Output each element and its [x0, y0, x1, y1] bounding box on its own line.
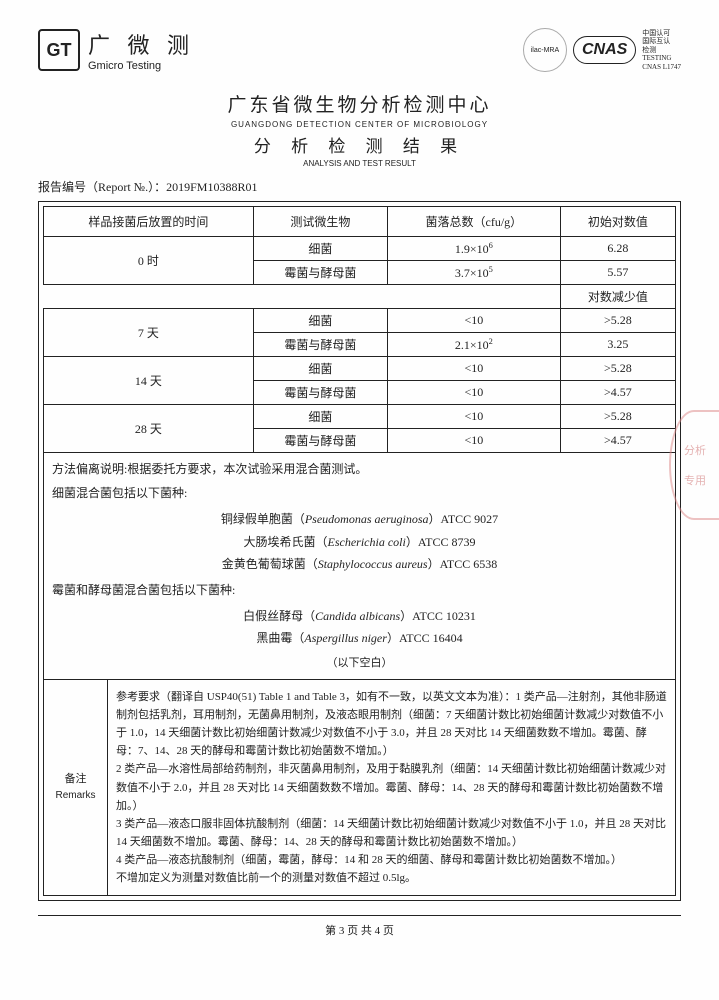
- organism-cell: 细菌: [253, 405, 387, 429]
- gt-logo: GT: [38, 29, 80, 71]
- organism-cell: 细菌: [253, 357, 387, 381]
- report-number: 报告编号（Report №.）：2019FM10388R01: [38, 178, 681, 195]
- cfu-cell: <10: [387, 405, 560, 429]
- cfu-cell: <10: [387, 429, 560, 453]
- bacteria-list: 铜绿假单胞菌（Pseudomonas aeruginosa）ATCC 9027大…: [52, 508, 667, 576]
- log-cell: >5.28: [560, 357, 675, 381]
- doc-title: 分 析 检 测 结 果: [38, 132, 681, 157]
- cnas-sub: 中国认可 国际互认 检测 TESTING CNAS L1747: [642, 29, 681, 71]
- species-item: 黑曲霉（Aspergillus niger）ATCC 16404: [52, 627, 667, 650]
- remarks-label-en: Remarks: [52, 788, 99, 805]
- organism-cell: 细菌: [253, 237, 387, 261]
- report-no-value: 2019FM10388R01: [166, 180, 257, 194]
- method-deviation: 方法偏离说明:根据委托方要求，本次试验采用混合菌测试。: [52, 459, 667, 479]
- remarks-label-cn: 备注: [52, 770, 99, 788]
- cfu-cell: 2.1×102: [387, 333, 560, 357]
- fungi-heading: 霉菌和酵母菌混合菌包括以下菌种:: [52, 580, 667, 600]
- organism-cell: 霉菌与酵母菌: [253, 261, 387, 285]
- doc-title-en: ANALYSIS AND TEST RESULT: [38, 159, 681, 168]
- reduction-header: 对数减少值: [560, 285, 675, 309]
- bacteria-heading: 细菌混合菌包括以下菌种:: [52, 483, 667, 503]
- log-cell: 6.28: [560, 237, 675, 261]
- method-section: 方法偏离说明:根据委托方要求，本次试验采用混合菌测试。 细菌混合菌包括以下菌种:…: [43, 453, 676, 680]
- fungi-list: 白假丝酵母（Candida albicans）ATCC 10231黑曲霉（Asp…: [52, 605, 667, 651]
- content-frame: 样品接菌后放置的时间 测试微生物 菌落总数（cfu/g） 初始对数值 0 时细菌…: [38, 201, 681, 901]
- org-title-en: GUANGDONG DETECTION CENTER OF MICROBIOLO…: [38, 120, 681, 129]
- cfu-cell: <10: [387, 357, 560, 381]
- cfu-cell: 3.7×105: [387, 261, 560, 285]
- cert-logos: ilac-MRA CNAS 中国认可 国际互认 检测 TESTING CNAS …: [523, 28, 681, 72]
- remarks-text: 参考要求（翻译自 USP40(51) Table 1 and Table 3，如…: [108, 680, 676, 896]
- cnas-logo: CNAS: [573, 36, 636, 64]
- organism-cell: 霉菌与酵母菌: [253, 333, 387, 357]
- org-title: 广东省微生物分析检测中心: [38, 90, 681, 117]
- remarks-label: 备注 Remarks: [44, 680, 108, 896]
- log-cell: >4.57: [560, 381, 675, 405]
- report-no-label: 报告编号（Report №.）：: [38, 180, 166, 194]
- log-cell: >5.28: [560, 405, 675, 429]
- blank-below: （以下空白）: [52, 654, 667, 673]
- col-log: 初始对数值: [560, 207, 675, 237]
- col-organism: 测试微生物: [253, 207, 387, 237]
- title-block: 广东省微生物分析检测中心 GUANGDONG DETECTION CENTER …: [38, 90, 681, 168]
- log-cell: >5.28: [560, 309, 675, 333]
- ilac-logo: ilac-MRA: [523, 28, 567, 72]
- time-cell: 28 天: [44, 405, 254, 453]
- log-cell: >4.57: [560, 429, 675, 453]
- log-cell: 3.25: [560, 333, 675, 357]
- stamp-text-2: 专用: [684, 472, 706, 488]
- brand-en: Gmicro Testing: [88, 60, 195, 72]
- organism-cell: 霉菌与酵母菌: [253, 381, 387, 405]
- logo-left: GT 广 微 测 Gmicro Testing: [38, 28, 195, 72]
- col-time: 样品接菌后放置的时间: [44, 207, 254, 237]
- cfu-cell: 1.9×106: [387, 237, 560, 261]
- page-number: 第 3 页 共 4 页: [38, 915, 681, 938]
- species-item: 白假丝酵母（Candida albicans）ATCC 10231: [52, 605, 667, 628]
- species-item: 金黄色葡萄球菌（Staphylococcus aureus）ATCC 6538: [52, 553, 667, 576]
- time-cell: 7 天: [44, 309, 254, 357]
- cfu-cell: <10: [387, 309, 560, 333]
- col-cfu: 菌落总数（cfu/g）: [387, 207, 560, 237]
- organism-cell: 霉菌与酵母菌: [253, 429, 387, 453]
- log-cell: 5.57: [560, 261, 675, 285]
- species-item: 铜绿假单胞菌（Pseudomonas aeruginosa）ATCC 9027: [52, 508, 667, 531]
- organism-cell: 细菌: [253, 309, 387, 333]
- results-table: 样品接菌后放置的时间 测试微生物 菌落总数（cfu/g） 初始对数值 0 时细菌…: [43, 206, 676, 453]
- seal-stamp: 分析 专用: [669, 410, 719, 520]
- time-cell: 0 时: [44, 237, 254, 285]
- time-cell: 14 天: [44, 357, 254, 405]
- brand-cn: 广 微 测: [88, 28, 195, 60]
- species-item: 大肠埃希氏菌（Escherichia coli）ATCC 8739: [52, 531, 667, 554]
- stamp-text-1: 分析: [684, 442, 706, 458]
- header: GT 广 微 测 Gmicro Testing ilac-MRA CNAS 中国…: [38, 28, 681, 72]
- cfu-cell: <10: [387, 381, 560, 405]
- remarks-table: 备注 Remarks 参考要求（翻译自 USP40(51) Table 1 an…: [43, 680, 676, 897]
